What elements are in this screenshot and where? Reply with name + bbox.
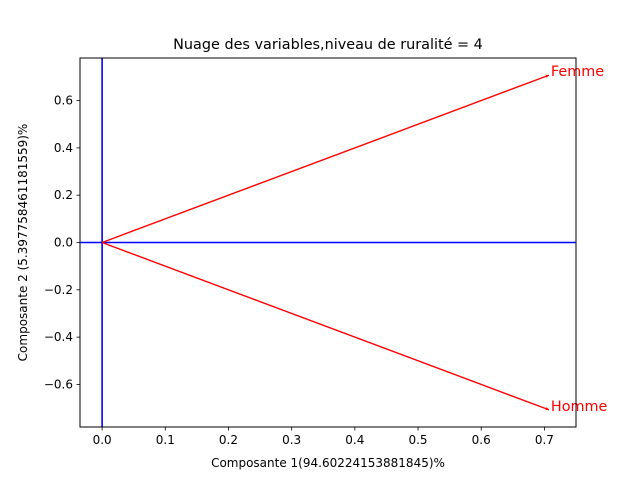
x-tick-label: 0.0 [93,433,112,447]
x-tick-label: 0.3 [282,433,301,447]
plot-area: Femme Homme [80,58,608,427]
x-tick-label: 0.1 [156,433,175,447]
y-tick-label: −0.6 [44,377,73,391]
y-tick-label: 0.0 [54,236,73,250]
y-tick-label: 0.6 [54,94,73,108]
y-tick-label: −0.2 [44,283,73,297]
x-tick-label: 0.4 [345,433,364,447]
x-tick-label: 0.6 [472,433,491,447]
x-tick-label: 0.7 [535,433,554,447]
y-tick-label: 0.2 [54,188,73,202]
y-axis-label: Composante 2 (5.397758461181559)% [16,124,30,362]
label-femme: Femme [551,64,604,80]
arrow-femme [101,74,550,244]
x-axis-label: Composante 1(94.60224153881845)% [211,456,445,470]
chart-title: Nuage des variables,niveau de ruralité =… [173,37,483,53]
axis-ticks: 0.0 0.1 0.2 0.3 0.4 0.5 0.6 0.7 −0.6 −0.4 −0.2 0.0 0… [44,94,554,447]
arrowhead-homme [545,407,549,411]
y-tick-label: −0.4 [44,330,73,344]
x-tick-label: 0.5 [408,433,427,447]
label-homme: Homme [551,399,608,415]
y-tick-label: 0.4 [54,141,73,155]
x-tick-label: 0.2 [219,433,238,447]
arrowhead-femme [545,74,549,78]
arrow-homme [101,241,550,411]
